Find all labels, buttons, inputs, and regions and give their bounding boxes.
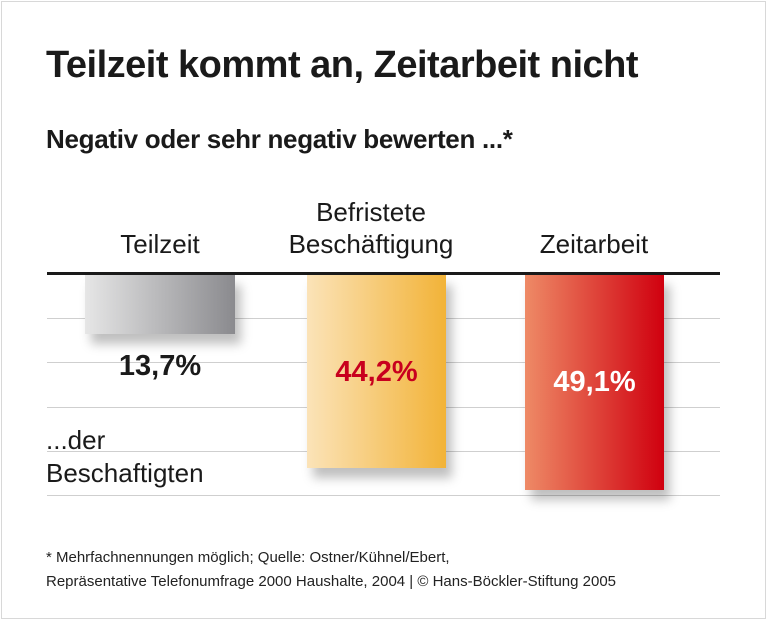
chart-subtitle: Negativ oder sehr negativ bewerten ...*: [46, 124, 513, 154]
footnote-line-1: * Mehrfachnennungen möglich; Quelle: Ost…: [46, 549, 450, 566]
category-label-befristete: Befristete Beschäftigung: [288, 197, 454, 259]
category-label-teilzeit: Teilzeit: [120, 229, 200, 259]
annotation: ...der Beschaftigten: [46, 425, 204, 488]
footnote-line-2: Repräsentative Telefonumfrage 2000 Haush…: [46, 573, 617, 590]
bar-2: [307, 275, 446, 469]
data-label-3: 49,1%: [553, 366, 636, 398]
chart-title: Teilzeit kommt an, Zeitarbeit nicht: [46, 44, 639, 86]
bar-3: [525, 275, 664, 491]
gridline: [47, 495, 720, 496]
top-axis-line: [47, 272, 720, 275]
data-label-1: 13,7%: [118, 350, 202, 382]
category-label-zeitarbeit: Zeitarbeit: [539, 229, 649, 259]
footnote: * Mehrfachnennungen möglich; Quelle: Ost…: [46, 546, 616, 594]
data-label-2: 44,2%: [335, 356, 418, 388]
bar-1: [85, 275, 235, 334]
